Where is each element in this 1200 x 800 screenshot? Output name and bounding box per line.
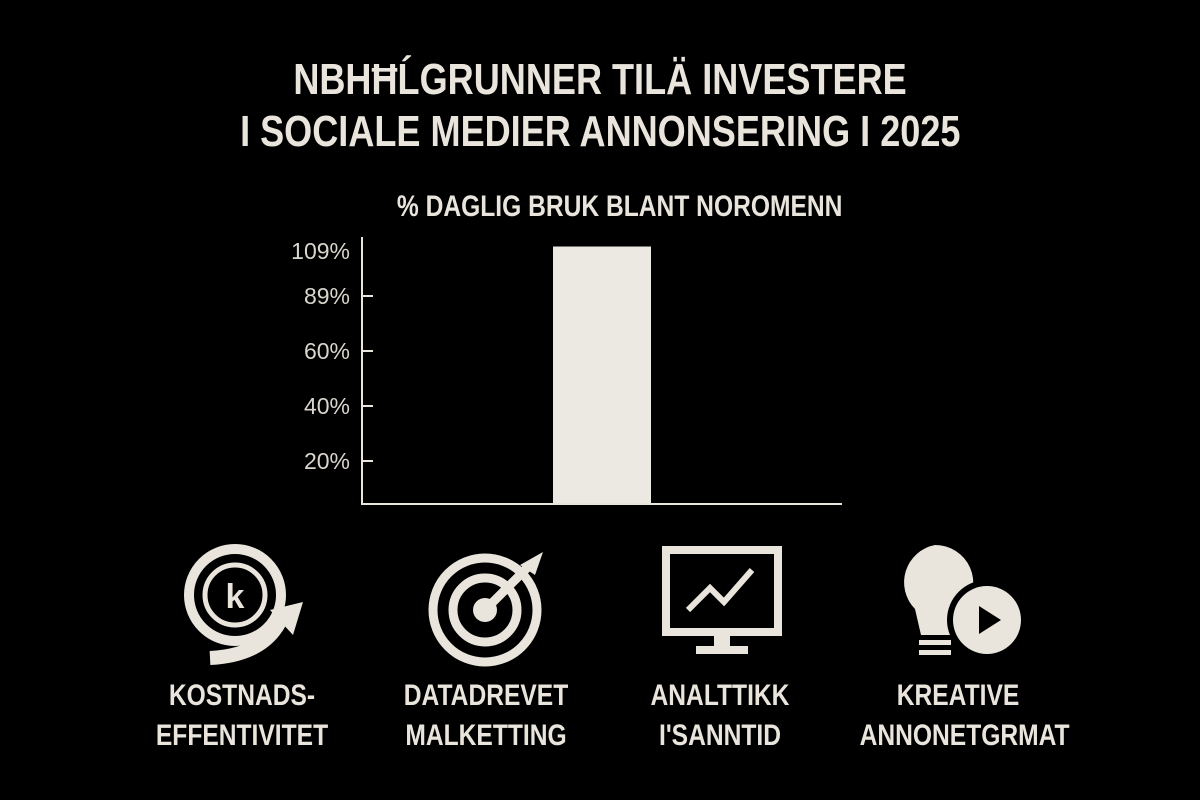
bar <box>553 246 651 503</box>
title-line-2: I SOCIALE MEDIER ANNONSERING I 2025 <box>239 107 961 156</box>
feature-label-creative: KREATIVE ANNONETGRMAT <box>859 679 1070 752</box>
y-tick-label: 20% <box>304 448 350 474</box>
y-tick-label: 109% <box>291 238 350 264</box>
y-tick-label: 60% <box>304 338 350 364</box>
target-icon <box>415 540 555 670</box>
title-line-1: NBHĦĹGRUNNER TILÄ INVESTERE <box>293 55 907 104</box>
svg-text:k: k <box>226 578 245 616</box>
feature-label-analytics: ANALTTIKK I'SANNTID <box>650 679 790 752</box>
chart-title: % DAGLIG BRUK BLANT NOROMENN <box>397 190 843 223</box>
lightbulb-play-icon <box>885 540 1027 670</box>
monitor-chart-icon <box>652 540 792 670</box>
y-tick-label: 89% <box>304 283 350 309</box>
feature-label-data: DATADREVET MALKETTING <box>403 679 569 752</box>
coin-arrow-icon: k <box>175 540 315 670</box>
y-tick-label: 40% <box>304 393 350 419</box>
feature-label-cost: KOSTNADS- EFFENTIVITET <box>155 679 329 752</box>
